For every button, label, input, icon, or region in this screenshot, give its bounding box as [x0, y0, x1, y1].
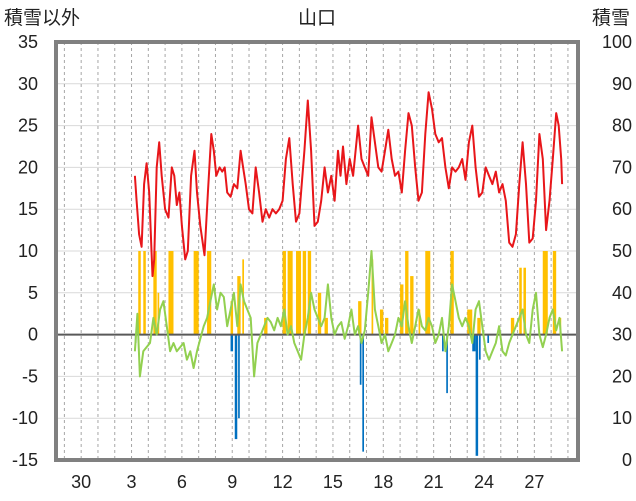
blue-bar-10: [478, 334, 481, 360]
right-tick-label: 60: [612, 199, 632, 219]
right-tick-label: 40: [612, 283, 632, 303]
right-tick-label: 70: [612, 157, 632, 177]
orange-bar-18: [358, 301, 362, 335]
orange-bar-25: [418, 309, 421, 335]
blue-bar-4: [359, 334, 362, 385]
left-tick-label: 35: [18, 32, 38, 52]
x-tick-label: 15: [323, 472, 343, 492]
orange-bar-5: [193, 251, 199, 335]
orange-bar-4: [168, 251, 174, 335]
orange-bar-14: [302, 251, 307, 335]
x-tick-label: 9: [227, 472, 237, 492]
blue-bar-1: [230, 334, 234, 352]
right-tick-label: 30: [612, 325, 632, 345]
blue-bar-8: [472, 334, 476, 352]
grid: [56, 41, 578, 461]
left-tick-label: -10: [12, 408, 38, 428]
x-tick-label: 18: [373, 472, 393, 492]
blue-bar-6: [442, 334, 444, 352]
x-tick-label: 21: [424, 472, 444, 492]
orange-bar-33: [542, 251, 548, 335]
orange-bar-31: [519, 267, 522, 335]
left-tick-label: -5: [22, 366, 38, 386]
right-tick-label: 50: [612, 241, 632, 261]
orange-bar-28: [467, 309, 473, 335]
right-tick-label: 10: [612, 408, 632, 428]
blue-bar-3: [238, 334, 240, 419]
x-tick-label: 24: [474, 472, 494, 492]
blue-bar-7: [446, 334, 448, 394]
orange-bar-32: [523, 267, 526, 335]
x-axis-ticks: 30 3 6 9 12 15 18 21 24 27: [71, 472, 544, 492]
orange-bar-12: [287, 251, 293, 335]
orange-bar-7: [230, 301, 234, 335]
x-tick-label: 12: [273, 472, 293, 492]
right-axis-ticks: 0 10 20 30 40 50 60 70 80 90 100: [602, 32, 632, 470]
orange-bar-1: [143, 251, 146, 335]
orange-bar-22: [400, 284, 404, 335]
x-tick-label: 6: [177, 472, 187, 492]
x-tick-label: 3: [127, 472, 137, 492]
orange-bar-24: [410, 276, 414, 335]
green-line: [133, 250, 564, 378]
orange-bar-16: [317, 292, 322, 335]
blue-bar-11: [487, 334, 490, 343]
left-tick-label: 5: [28, 283, 38, 303]
left-tick-label: -15: [12, 450, 38, 470]
x-tick-label: 30: [71, 472, 91, 492]
orange-bar-0: [138, 251, 141, 335]
chart-title: 山口: [298, 7, 336, 29]
orange-bar-13: [296, 251, 302, 335]
orange-bar-19: [371, 259, 374, 335]
blue-bar-9: [475, 334, 479, 456]
blue-bar-5: [362, 334, 364, 452]
left-tick-label: 0: [28, 325, 38, 345]
left-axis-label: 積雪以外: [4, 7, 80, 29]
orange-bar-15: [307, 251, 312, 335]
right-tick-label: 90: [612, 74, 632, 94]
plot-frame: [54, 40, 580, 462]
left-axis-ticks: -15 -10 -5 0 5 10 15 20 25 30 35: [12, 32, 38, 470]
right-tick-label: 100: [602, 32, 632, 52]
orange-bar-29: [477, 317, 481, 335]
orange-bar-3: [157, 292, 160, 335]
orange-bar-2: [153, 251, 157, 335]
orange-bar-17: [324, 317, 328, 335]
left-tick-label: 25: [18, 116, 38, 136]
x-tick-label: 27: [524, 472, 544, 492]
red-line: [133, 91, 564, 278]
red-series: [133, 91, 564, 278]
blue-bars: [134, 334, 490, 456]
left-tick-label: 20: [18, 157, 38, 177]
right-tick-label: 0: [622, 450, 632, 470]
left-tick-label: 10: [18, 241, 38, 261]
orange-bar-11: [282, 251, 286, 335]
orange-bar-10: [264, 317, 268, 335]
orange-bar-21: [384, 317, 389, 335]
left-tick-label: 30: [18, 74, 38, 94]
orange-bar-30: [510, 317, 515, 335]
orange-bar-23: [405, 251, 409, 335]
orange-bar-6: [207, 251, 212, 335]
right-tick-label: 20: [612, 366, 632, 386]
orange-bar-34: [552, 251, 557, 335]
right-axis-label: 積雪: [592, 7, 630, 29]
orange-bar-20: [379, 309, 384, 335]
orange-bar-26: [425, 251, 431, 335]
right-tick-label: 80: [612, 116, 632, 136]
left-tick-label: 15: [18, 199, 38, 219]
green-series: [133, 250, 564, 378]
blue-bar-2: [234, 334, 238, 440]
